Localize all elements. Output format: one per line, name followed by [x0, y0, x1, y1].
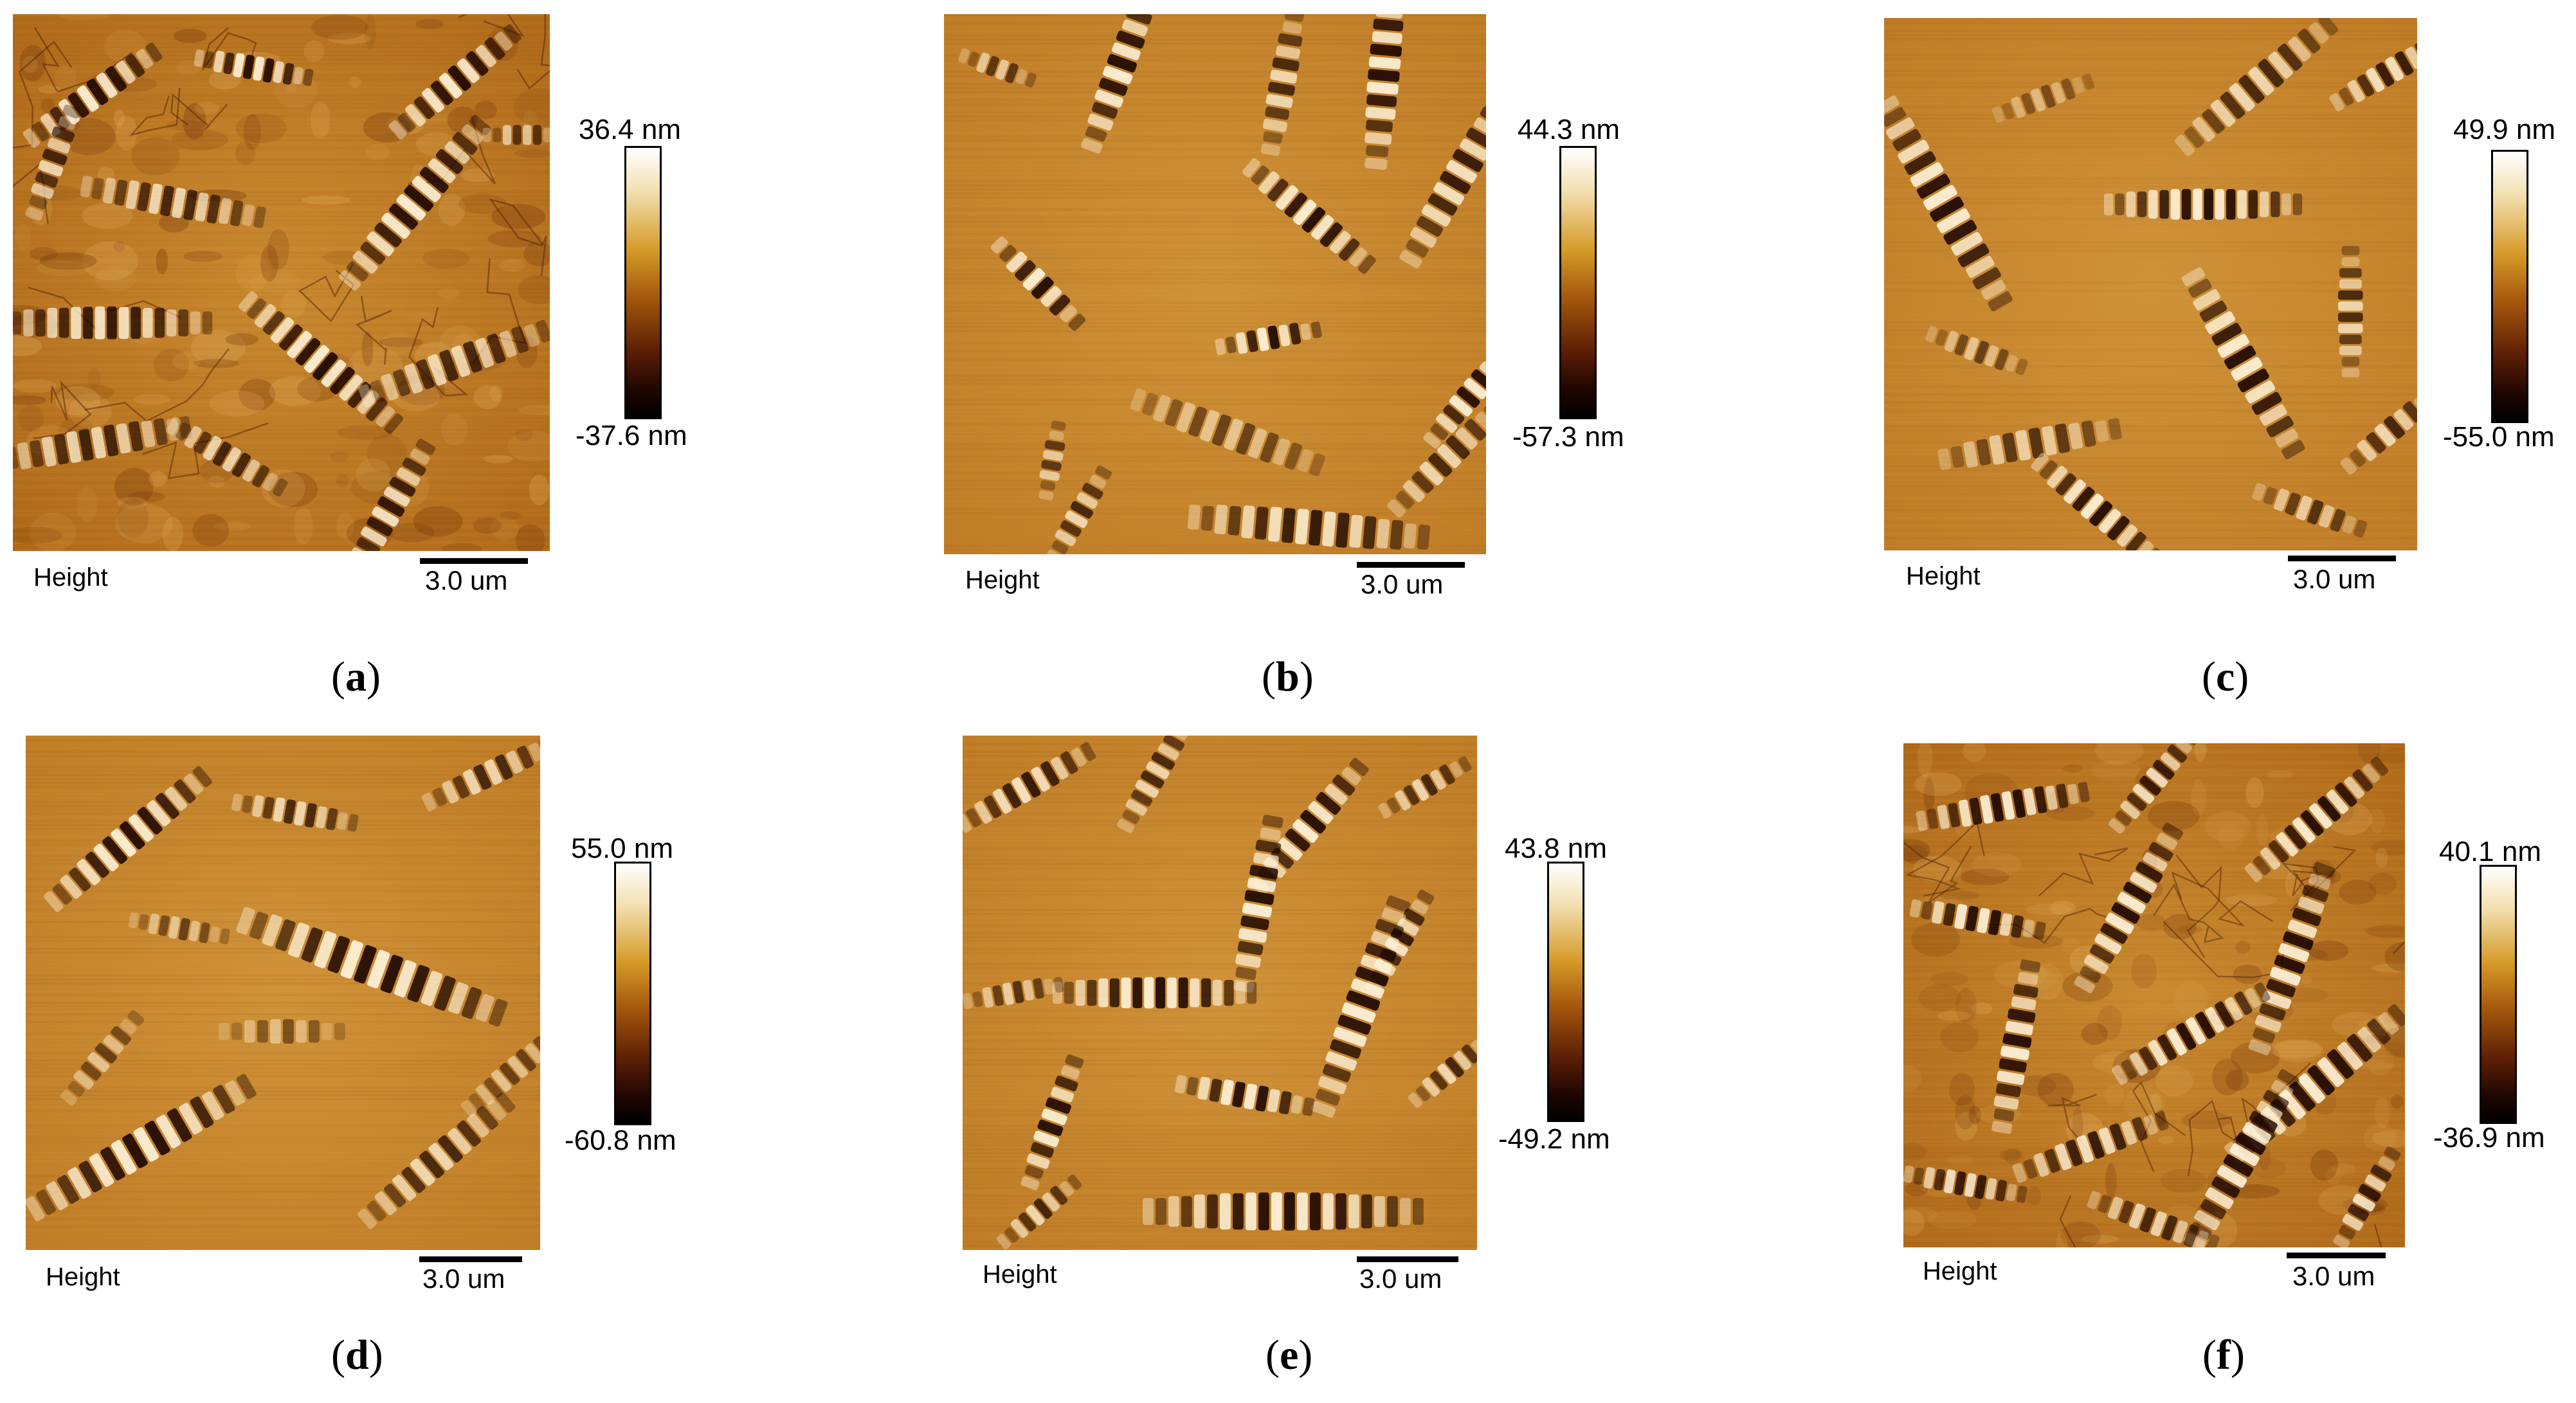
color-scale-max: 40.1 nm	[2439, 836, 2541, 867]
color-scale-bar	[614, 862, 651, 1125]
color-scale-min: -57.3 nm	[1512, 421, 1624, 453]
color-scale-max: 43.8 nm	[1505, 833, 1607, 864]
height-label: Height	[33, 563, 108, 592]
color-scale-bar	[2491, 150, 2528, 423]
color-scale-bar	[1559, 146, 1597, 419]
panel-caption: (e)	[1265, 1332, 1313, 1379]
afm-height-image	[26, 736, 540, 1250]
scale-bar-label: 3.0 um	[2293, 564, 2376, 594]
scale-bar-label: 3.0 um	[425, 565, 508, 595]
color-scale-min: -37.6 nm	[576, 420, 687, 451]
scale-bar	[2288, 556, 2396, 561]
scale-bar	[1357, 1256, 1458, 1262]
color-scale-min: -60.8 nm	[565, 1125, 676, 1156]
afm-height-image	[1903, 743, 2405, 1247]
height-label: Height	[965, 566, 1040, 594]
scale-bar	[1357, 562, 1465, 568]
height-label: Height	[1923, 1257, 1997, 1285]
color-scale-bar	[2480, 865, 2517, 1124]
scale-bar-label: 3.0 um	[1359, 1263, 1442, 1294]
color-scale-min: -49.2 nm	[1498, 1123, 1610, 1155]
color-scale-max: 49.9 nm	[2453, 114, 2555, 145]
afm-height-image	[944, 14, 1486, 554]
panel-caption: (c)	[2202, 653, 2249, 700]
scale-bar	[2287, 1253, 2386, 1258]
color-scale-bar	[624, 146, 662, 419]
color-scale-max: 36.4 nm	[579, 114, 681, 145]
height-label: Height	[1906, 562, 1981, 590]
color-scale-min: -36.9 nm	[2433, 1122, 2545, 1154]
scale-bar	[420, 558, 528, 564]
color-scale-max: 44.3 nm	[1518, 114, 1620, 145]
scale-bar-label: 3.0 um	[1361, 569, 1444, 599]
afm-height-image	[1884, 18, 2417, 550]
height-label: Height	[46, 1263, 120, 1291]
color-scale-min: -55.0 nm	[2443, 421, 2555, 453]
panel-caption: (f)	[2202, 1332, 2245, 1379]
panel-caption: (a)	[331, 653, 381, 700]
panel-caption: (b)	[1262, 653, 1314, 700]
height-label: Height	[983, 1260, 1057, 1289]
color-scale-bar	[1547, 862, 1584, 1122]
afm-height-image	[13, 14, 550, 551]
color-scale-max: 55.0 nm	[571, 833, 673, 864]
afm-height-image	[963, 736, 1477, 1250]
scale-bar-label: 3.0 um	[2292, 1261, 2375, 1291]
scale-bar	[419, 1256, 522, 1262]
scale-bar-label: 3.0 um	[422, 1263, 505, 1294]
panel-caption: (d)	[331, 1332, 383, 1379]
